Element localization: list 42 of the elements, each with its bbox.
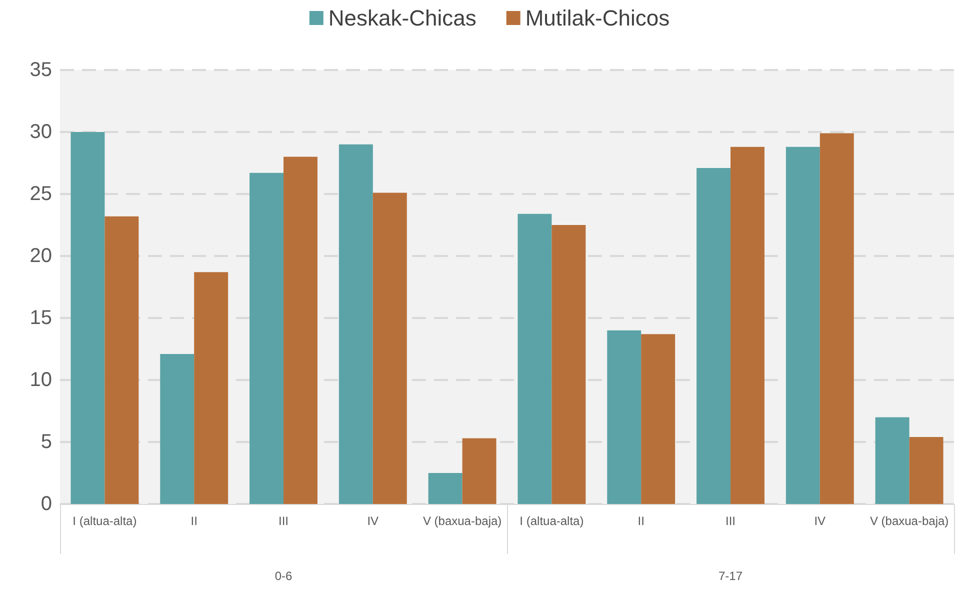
- x-tick-label: II: [638, 514, 644, 528]
- x-tick-label: III: [278, 514, 289, 528]
- bar: [338, 144, 373, 504]
- bar: [428, 473, 462, 504]
- x-tick-label: I (altua-alta): [520, 514, 584, 528]
- bar: [250, 172, 284, 504]
- text: 0-6: [274, 569, 292, 583]
- y-tick-label: 35: [30, 59, 52, 81]
- y-tick-label: 15: [30, 307, 52, 329]
- bar: [820, 133, 854, 504]
- bar: [641, 334, 676, 504]
- x-tick-label: V (baxua-baja): [870, 514, 949, 528]
- x-tick-label: V (baxua-baja): [422, 514, 502, 528]
- bar: [70, 132, 105, 504]
- bar: [160, 354, 194, 504]
- legend-label: Neskak-Chicas: [328, 6, 476, 30]
- x-tick-label: III: [725, 514, 736, 528]
- bar: [194, 272, 228, 504]
- bar: [284, 156, 318, 504]
- y-tick-label: 25: [30, 183, 52, 205]
- bar: [909, 437, 944, 504]
- bar: [875, 417, 910, 504]
- legend-label: Mutilak-Chicos: [525, 6, 670, 30]
- bar: [730, 146, 764, 504]
- bar: [104, 216, 139, 504]
- bar: [786, 146, 820, 504]
- x-tick-label: I (altua-alta): [72, 514, 137, 528]
- y-tick-label: 10: [30, 369, 52, 391]
- text: 7-17: [718, 569, 743, 583]
- x-tick-label: IV: [367, 514, 379, 528]
- bar: [607, 330, 642, 504]
- x-tick-label: IV: [814, 514, 826, 528]
- bar: [518, 214, 552, 504]
- y-tick-label: 30: [30, 121, 52, 143]
- bar: [696, 168, 730, 504]
- x-tick-label: II: [190, 514, 198, 528]
- bar: [372, 192, 407, 504]
- y-tick-label: 20: [30, 245, 52, 267]
- y-tick-label: 0: [40, 493, 52, 515]
- bar: [462, 438, 496, 504]
- bar: [552, 225, 586, 504]
- y-tick-label: 5: [40, 431, 52, 453]
